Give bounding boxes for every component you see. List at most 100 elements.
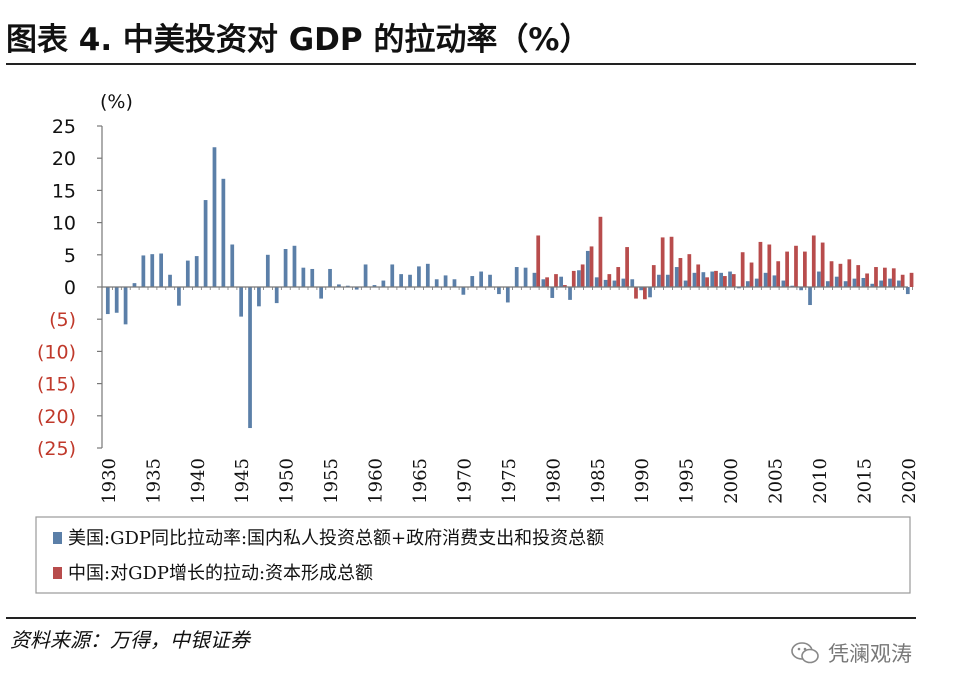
bar-china-2016 [874, 267, 878, 287]
bar-china-1983 [580, 264, 585, 287]
bar-us-1964 [408, 274, 412, 287]
x-tick-label: 2015 [854, 458, 875, 504]
bar-china-1978 [536, 235, 541, 287]
bar-us-1983 [577, 270, 581, 287]
bar-us-1993 [665, 274, 670, 287]
watermark-text: 凭澜观涛 [828, 642, 912, 666]
bar-us-2011 [825, 281, 830, 287]
bar-us-1980 [550, 287, 555, 298]
bar-us-1995 [683, 280, 688, 287]
bar-china-2020 [909, 272, 914, 287]
bar-us-1955 [328, 268, 332, 287]
bar-china-2011 [829, 261, 834, 287]
bar-china-1997 [705, 277, 709, 287]
bar-us-2005 [772, 275, 777, 287]
watermark: 凭澜观涛 [790, 638, 912, 668]
bar-us-1997 [701, 272, 706, 287]
bar-us-1948 [265, 254, 270, 287]
source-divider [6, 617, 916, 619]
bar-us-1951 [292, 245, 297, 287]
y-tick-label: (10) [37, 341, 76, 363]
wechat-icon [791, 642, 819, 664]
bar-us-1940 [194, 256, 199, 287]
bar-us-2013 [843, 281, 848, 287]
bar-us-1942 [212, 147, 217, 287]
bar-china-2006 [785, 251, 789, 287]
bar-us-1932 [123, 287, 128, 325]
bar-us-2001 [737, 287, 741, 289]
bar-us-1938 [177, 287, 181, 306]
bar-us-1973 [488, 274, 492, 287]
bar-us-1994 [674, 267, 679, 287]
y-tick-label: 5 [64, 245, 76, 267]
bar-us-2008 [799, 287, 804, 291]
bar-us-1957 [345, 285, 350, 287]
bar-us-2012 [834, 276, 839, 287]
bar-us-2017 [879, 280, 884, 287]
bar-us-1975 [505, 287, 510, 303]
bar-us-1946 [248, 287, 252, 429]
bar-china-1993 [669, 236, 674, 287]
bar-china-1998 [714, 270, 718, 287]
bar-us-1934 [141, 255, 146, 287]
y-tick-label: 20 [52, 148, 76, 170]
bar-us-1930 [105, 287, 110, 315]
y-tick-label: 25 [52, 116, 76, 138]
bar-us-1990 [639, 287, 644, 291]
x-tick-label: 1970 [454, 458, 475, 504]
x-tick-label: 1995 [677, 458, 698, 504]
bar-us-1999 [719, 272, 724, 287]
x-tick-label: 1990 [632, 458, 653, 504]
bar-china-2004 [767, 244, 772, 287]
bar-china-2008 [803, 251, 807, 287]
bar-us-2010 [817, 271, 821, 287]
bar-china-1995 [687, 254, 692, 287]
bar-china-2014 [856, 265, 861, 287]
y-tick-label: (20) [37, 406, 76, 428]
bar-us-2014 [852, 278, 857, 287]
bar-us-1977 [523, 267, 528, 287]
bar-china-1980 [554, 274, 558, 287]
bar-us-1937 [168, 274, 172, 287]
bar-us-1953 [310, 268, 315, 287]
bar-us-1991 [648, 287, 652, 298]
bar-us-2000 [728, 271, 732, 287]
bar-china-1981 [563, 285, 567, 287]
bar-us-1989 [630, 279, 635, 287]
bar-us-2004 [763, 272, 768, 287]
y-tick-label: (25) [37, 438, 76, 460]
bar-us-1981 [559, 276, 564, 287]
page-title: 图表 4. 中美投资对 GDP 的拉动率（%） [6, 22, 591, 58]
bar-china-1986 [607, 274, 612, 287]
bar-us-2006 [781, 280, 786, 287]
bars-layer [105, 147, 914, 429]
bar-china-2019 [900, 274, 905, 287]
bar-china-1991 [651, 265, 656, 287]
bar-china-2015 [865, 273, 869, 287]
bar-us-1944 [230, 244, 235, 287]
bar-us-1947 [257, 287, 261, 307]
title-divider [6, 63, 916, 65]
bar-us-2016 [870, 283, 875, 287]
bar-us-1960 [372, 285, 377, 287]
bar-us-2009 [808, 287, 812, 306]
bar-china-1994 [678, 258, 683, 287]
bar-us-1933 [132, 283, 137, 287]
bar-china-2003 [758, 241, 763, 287]
bar-us-1950 [283, 249, 288, 287]
bar-us-1962 [390, 264, 395, 287]
bar-us-2002 [745, 281, 750, 287]
y-axis-label: (%) [100, 91, 133, 113]
bar-china-2017 [883, 267, 887, 287]
bar-us-1956 [337, 284, 341, 287]
bar-us-1970 [461, 287, 466, 295]
x-tick-label: 1965 [410, 458, 431, 504]
bar-china-1982 [571, 270, 576, 287]
bar-us-2015 [861, 277, 866, 287]
bar-china-1996 [696, 264, 701, 287]
bar-china-1990 [643, 287, 647, 300]
bar-china-2018 [891, 268, 896, 287]
bar-us-1992 [657, 274, 661, 287]
